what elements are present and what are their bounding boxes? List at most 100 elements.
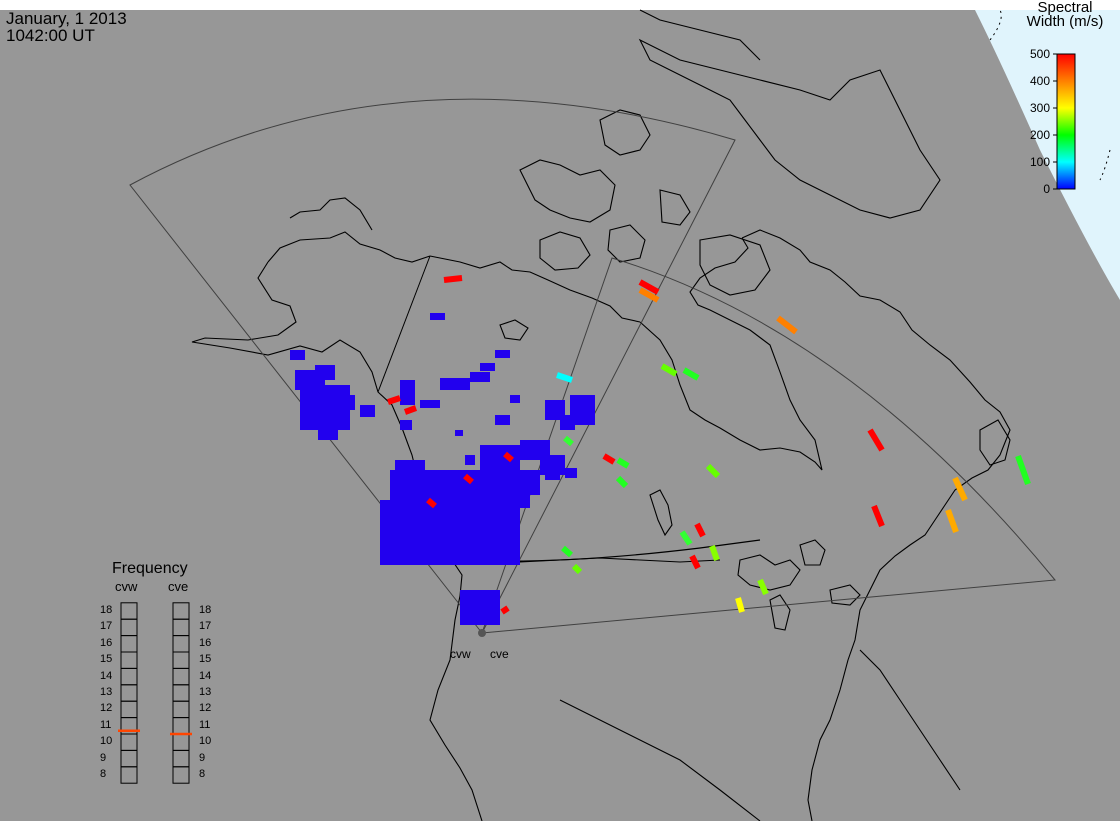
echo-cell: [495, 415, 510, 425]
echo-segment: [561, 545, 573, 558]
echo-segment: [571, 563, 583, 575]
echo-segment: [556, 372, 573, 383]
frequency-boxes: [118, 602, 192, 784]
frequency-radar-label-cve: cve: [168, 579, 189, 594]
frequency-radar-label-cvw: cvw: [115, 579, 138, 594]
echo-cell: [360, 405, 375, 417]
frequency-tick-label: 8: [100, 768, 107, 780]
alaska-canada-border: [377, 255, 431, 393]
echo-segment: [638, 279, 660, 295]
echo-cell: [340, 395, 355, 410]
date-label: January, 1 2013: [6, 9, 127, 28]
echo-cell: [480, 470, 540, 495]
frequency-tick-label: 17: [100, 620, 113, 633]
echo-cell: [470, 372, 490, 382]
frequency-tick-label: 8: [199, 768, 206, 780]
frequency-tick-label: 15: [199, 653, 212, 666]
colorbar-tick-100: 100: [1029, 155, 1050, 169]
echo-cell: [545, 470, 560, 480]
echo-cell: [455, 430, 463, 436]
sunlit-region: [975, 10, 1120, 300]
frequency-tick-label: 16: [100, 636, 113, 649]
colorbar-tick-marks: [1053, 53, 1057, 190]
echo-cell: [315, 365, 335, 380]
echo-segment: [426, 497, 437, 509]
colorbar-scale: [1056, 53, 1076, 190]
frequency-tick-label: 14: [100, 669, 113, 682]
echo-segment: [1015, 454, 1031, 486]
echo-cell: [495, 350, 510, 358]
echo-segment: [679, 530, 693, 546]
frequency-tick-label: 18: [199, 604, 212, 616]
echo-segment: [694, 522, 706, 538]
echo-segment: [660, 363, 678, 377]
frequency-tick-label: 11: [100, 718, 112, 731]
echo-segment: [615, 475, 629, 489]
echo-cell: [470, 600, 495, 625]
echo-segment: [689, 554, 701, 570]
echo-cell: [440, 378, 470, 390]
echo-cell: [318, 420, 338, 440]
echo-segment: [705, 463, 721, 479]
echo-segment: [563, 435, 574, 447]
echo-segment: [443, 275, 463, 283]
echo-segment: [602, 453, 616, 465]
colorbar-tick-0: 0: [1043, 182, 1050, 196]
colorbar-tick-500: 500: [1029, 47, 1050, 61]
frequency-tick-label: 17: [199, 620, 212, 633]
echo-cell: [420, 400, 440, 408]
frequency-tick-label: 13: [199, 686, 212, 698]
frequency-title: Frequency: [112, 560, 188, 577]
echo-cell: [510, 395, 520, 403]
echo-segment: [387, 395, 401, 405]
echo-segment: [952, 476, 968, 502]
fov-cve: [481, 257, 1056, 634]
echo-segment: [945, 508, 959, 534]
terminator-line: [989, 9, 1111, 181]
frequency-tick-label: 13: [100, 686, 113, 698]
colorbar-tick-300: 300: [1029, 101, 1050, 115]
echo-cell: [465, 455, 475, 465]
frequency-tick-label: 11: [199, 718, 211, 731]
echo-segment: [757, 578, 769, 596]
echo-segment: [871, 504, 885, 528]
frequency-cell: [120, 766, 138, 784]
frequency-tick-label: 16: [199, 636, 212, 649]
echo-cell: [400, 380, 415, 405]
radar-label-cvw: cvw: [450, 647, 471, 661]
frequency-tick-label: 10: [199, 735, 212, 748]
frequency-tick-label: 12: [199, 702, 212, 715]
echo-cell: [565, 468, 577, 478]
echo-segment: [709, 544, 720, 562]
echo-cell: [400, 420, 412, 430]
echo-segment: [503, 451, 514, 463]
echo-segment: [867, 428, 885, 452]
echo-segment: [500, 605, 510, 615]
echo-cell: [290, 350, 305, 360]
radar-site-marker: [478, 629, 486, 637]
frequency-tick-label: 12: [100, 702, 113, 715]
time-label: 1042:00 UT: [6, 26, 95, 45]
echo-segment: [735, 597, 745, 613]
frequency-tick-label: 9: [199, 751, 206, 764]
echo-cell: [480, 445, 520, 470]
fov-outlines: [129, 98, 1056, 634]
frequency-cell: [172, 766, 190, 784]
fov-cvw: [129, 98, 736, 634]
colorbar-title-line1: Spectral: [1037, 0, 1093, 16]
frequency-tick-label: 14: [199, 669, 212, 682]
echo-segment: [403, 405, 418, 415]
echo-segment: [463, 473, 474, 485]
colorbar-tick-200: 200: [1029, 128, 1050, 142]
frequency-tick-label: 15: [100, 653, 113, 666]
colorbar-tick-400: 400: [1029, 74, 1050, 88]
echo-cells: [290, 275, 1031, 625]
echo-cell: [395, 460, 425, 480]
echo-segment: [638, 287, 660, 303]
echo-segment: [616, 457, 630, 469]
colorbar-title-line2: Width (m/s): [1026, 13, 1104, 30]
frequency-tick-label: 10: [100, 735, 113, 748]
echo-cell: [560, 415, 575, 430]
